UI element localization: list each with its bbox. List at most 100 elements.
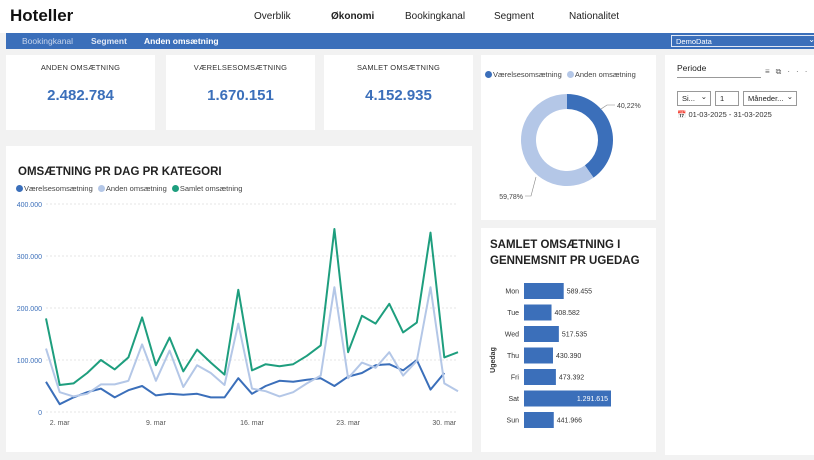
category-label: Sun [507, 418, 520, 425]
bar-mon[interactable] [524, 283, 564, 299]
bar-thu[interactable] [524, 347, 553, 364]
legend-dot [171, 185, 179, 192]
legend-label: Anden omsætning [105, 184, 167, 193]
kpi-value: 2.482.784 [47, 87, 114, 104]
kpi-label: ANDEN OMSÆTNING [40, 63, 121, 72]
data-label: 1.291.615 [577, 396, 608, 403]
filter-toolbar: ≡⧉··· [765, 67, 813, 77]
kpi-card-samlet: SAMLET OMSÆTNING 4.152.935 [324, 55, 473, 130]
legend-label: Værelsesomsætning [24, 184, 93, 193]
filter-title: Periode [677, 63, 707, 73]
period-mode-select[interactable]: Si... ⌄ [677, 91, 711, 106]
line-chart-title: OMSÆTNING PR DAG PR KATEGORI [18, 166, 222, 178]
filter-icon[interactable]: ≡ [765, 67, 776, 76]
kpi-value: 1.670.151 [207, 87, 274, 104]
series-line-3[interactable] [45, 228, 459, 386]
x-tick-label: 9. mar [146, 420, 167, 427]
kpi-card-vaerelses: VÆRELSESOMSÆTNING 1.670.151 [166, 55, 315, 130]
period-count-value: 1 [720, 94, 725, 103]
bar-wed[interactable] [524, 326, 559, 342]
x-tick-label: 30. mar [432, 420, 456, 427]
bar-tue[interactable] [524, 304, 552, 321]
app-title: Hoteller [10, 6, 74, 25]
period-mode-value: Si... [682, 94, 695, 103]
legend-dot [97, 185, 105, 192]
line-chart[interactable]: 0 100.000 200.000 300.000 400.000 2. mar 9. ma… [6, 146, 472, 452]
y-axis-title: Ugedag [490, 347, 497, 373]
y-tick-label: 100.000 [17, 358, 42, 365]
subnav-segment[interactable]: Segment [91, 36, 127, 46]
period-count-input[interactable]: 1 [715, 91, 739, 106]
chevron-down-icon: ⌄ [808, 35, 814, 44]
kpi-value: 4.152.935 [365, 87, 432, 104]
donut-chart[interactable]: 40,22% 59,78% [481, 55, 656, 220]
donut-slice-2[interactable] [521, 94, 594, 186]
period-unit-value: Måneder... [748, 94, 784, 103]
chevron-down-icon: ⌄ [700, 92, 707, 101]
series-line-2[interactable] [45, 286, 459, 398]
bar-chart[interactable]: Ugedag Mon 589.455 Tue 408.582 Wed 517.535 Thu 4… [481, 228, 656, 452]
donut-card: Værelsesomsætning Anden omsætning 40,22%… [481, 55, 656, 220]
category-label: Wed [505, 332, 519, 339]
y-tick-label: 300.000 [17, 254, 42, 261]
date-range-text: 01-03-2025 - 31-03-2025 [688, 110, 772, 119]
line-chart-legend: Værelsesomsætning Anden omsætning Samlet… [16, 184, 245, 193]
dataset-dropdown[interactable]: DemoData ⌄ [671, 35, 814, 47]
label-leader [525, 176, 537, 197]
x-tick-label: 2. mar [50, 420, 71, 427]
data-label: 408.582 [555, 310, 580, 317]
chevron-down-icon: ⌄ [786, 92, 793, 101]
category-label: Tue [507, 310, 519, 317]
nav-okonomi[interactable]: Økonomi [331, 11, 375, 22]
donut-slice-1[interactable] [567, 94, 613, 178]
y-tick-label: 400.000 [17, 202, 42, 209]
legend-label: Anden omsætning [574, 70, 636, 79]
category-label: Sat [508, 396, 519, 403]
x-tick-label: 23. mar [336, 420, 360, 427]
subnav-anden-omsaetning[interactable]: Anden omsætning [144, 36, 219, 46]
label-leader [600, 104, 615, 110]
sub-navigation-bar: Bookingkanal Segment Anden omsætning Dem… [6, 33, 814, 49]
filter-divider [677, 77, 761, 78]
bar-chart-title: SAMLET OMSÆTNING I GENNEMSNIT PR UGEDAG [490, 239, 640, 267]
dataset-value: DemoData [676, 37, 712, 46]
legend-label: Værelsesomsætning [493, 70, 562, 79]
legend-label: Samlet omsætning [179, 184, 243, 193]
more-icon[interactable]: ··· [787, 67, 814, 76]
legend-dot [566, 71, 574, 78]
nav-nationalitet[interactable]: Nationalitet [569, 11, 620, 22]
legend-dot [16, 185, 23, 192]
category-label: Mon [505, 289, 519, 296]
top-bar: Hoteller Overblik Økonomi Bookingkanal S… [0, 0, 814, 33]
period-unit-select[interactable]: Måneder... ⌄ [743, 91, 797, 106]
y-tick-label: 0 [38, 410, 42, 417]
series-line-1[interactable] [45, 359, 446, 406]
bar-fri[interactable] [524, 369, 556, 385]
slice-label: 40,22% [617, 103, 641, 110]
category-label: Fri [511, 375, 520, 382]
date-range: 📅 01-03-2025 - 31-03-2025 [677, 110, 772, 119]
donut-legend: Værelsesomsætning Anden omsætning [485, 70, 639, 79]
subnav-bookingkanal[interactable]: Bookingkanal [22, 36, 74, 46]
data-label: 430.390 [556, 353, 581, 360]
data-label: 589.455 [567, 289, 592, 296]
expand-icon[interactable]: ⧉ [775, 67, 788, 76]
bar-chart-card: SAMLET OMSÆTNING I GENNEMSNIT PR UGEDAG … [481, 228, 656, 452]
category-label: Thu [507, 353, 519, 360]
line-chart-card: OMSÆTNING PR DAG PR KATEGORI Værelsesoms… [6, 146, 472, 452]
nav-bookingkanal[interactable]: Bookingkanal [405, 11, 466, 22]
bar-sat[interactable] [524, 390, 611, 407]
slice-label: 59,78% [499, 194, 523, 201]
kpi-label: SAMLET OMSÆTNING [356, 63, 441, 72]
x-tick-label: 16. mar [240, 420, 264, 427]
kpi-card-anden: ANDEN OMSÆTNING 2.482.784 [6, 55, 155, 130]
kpi-label: VÆRELSESOMSÆTNING [193, 63, 288, 72]
bar-sun[interactable] [524, 412, 554, 428]
data-label: 517.535 [562, 332, 587, 339]
filter-card: Periode ≡⧉··· Si... ⌄ 1 Måneder... ⌄ 📅 01-… [665, 55, 814, 455]
nav-overblik[interactable]: Overblik [254, 11, 291, 22]
y-tick-label: 200.000 [17, 306, 42, 313]
data-label: 441.966 [557, 418, 582, 425]
nav-segment[interactable]: Segment [494, 11, 535, 22]
legend-dot [485, 71, 492, 78]
